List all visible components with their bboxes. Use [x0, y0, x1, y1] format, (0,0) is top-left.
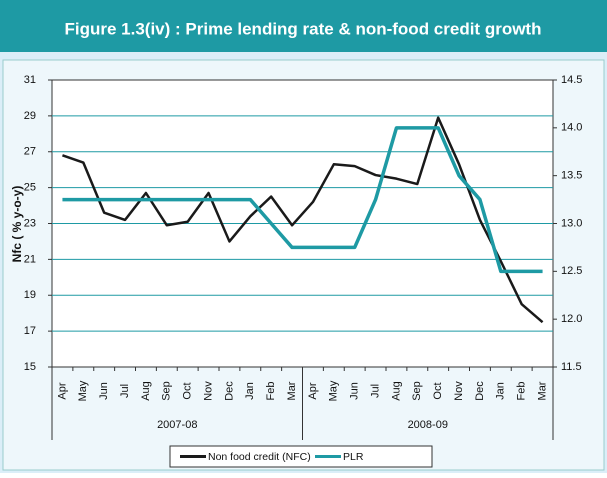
x-tick-label: Jun	[349, 382, 361, 400]
y-tick-label: 17	[24, 325, 36, 337]
y-tick-label: 29	[24, 110, 36, 122]
x-tick-label: Jan	[495, 382, 507, 400]
x-tick-label: Dec	[474, 381, 486, 401]
x-tick-label: Sep	[161, 381, 173, 401]
x-tick-label: Nov	[202, 381, 214, 401]
x-tick-label: Mar	[286, 381, 298, 400]
y2-tick-label: 14.5	[561, 74, 582, 86]
x-tick-label: May	[328, 380, 340, 401]
x-tick-label: Apr	[307, 382, 319, 399]
x-tick-label: Dec	[223, 381, 235, 401]
x-tick-label: Nov	[453, 381, 465, 401]
y-tick-label: 19	[24, 289, 36, 301]
y2-tick-label: 11.5	[561, 361, 582, 373]
x-group-label: 2007-08	[157, 419, 197, 431]
y2-tick-label: 12.0	[561, 313, 582, 325]
x-tick-label: Feb	[516, 382, 528, 401]
x-tick-label: Jan	[244, 382, 256, 400]
x-tick-label: Apr	[56, 382, 68, 399]
y2-tick-label: 13.0	[561, 217, 582, 229]
legend-label: Non food credit (NFC)	[208, 451, 311, 463]
y-tick-label: 23	[24, 217, 36, 229]
x-tick-label: Aug	[140, 381, 152, 401]
x-tick-label: Jul	[369, 384, 381, 398]
x-tick-label: Mar	[536, 381, 548, 400]
y-tick-label: 21	[24, 253, 36, 265]
y2-tick-label: 12.5	[561, 265, 582, 277]
y-tick-label: 25	[24, 182, 36, 194]
x-tick-label: Oct	[182, 382, 194, 399]
x-tick-label: May	[77, 380, 89, 401]
x-tick-label: Sep	[411, 381, 423, 401]
title-bar	[0, 0, 607, 52]
x-tick-label: Aug	[390, 381, 402, 401]
y-tick-label: 27	[24, 146, 36, 158]
y-tick-label: 31	[24, 74, 36, 86]
x-tick-label: Jun	[98, 382, 110, 400]
y-tick-label: 15	[24, 361, 36, 373]
y2-tick-label: 14.0	[561, 122, 582, 134]
x-tick-label: Jul	[119, 384, 131, 398]
y-axis-label: Nfc ( % y-o-y)	[10, 186, 24, 263]
x-tick-label: Oct	[432, 382, 444, 399]
legend-box	[169, 445, 433, 468]
line-series	[62, 126, 543, 274]
chart-title: Figure 1.3(iv) : Prime lending rate & no…	[65, 19, 542, 38]
x-tick-label: Feb	[265, 382, 277, 401]
y2-tick-label: 13.5	[561, 170, 582, 182]
line-series	[62, 116, 544, 324]
legend-label: PLR	[343, 451, 364, 463]
x-group-label: 2008-09	[408, 419, 448, 431]
